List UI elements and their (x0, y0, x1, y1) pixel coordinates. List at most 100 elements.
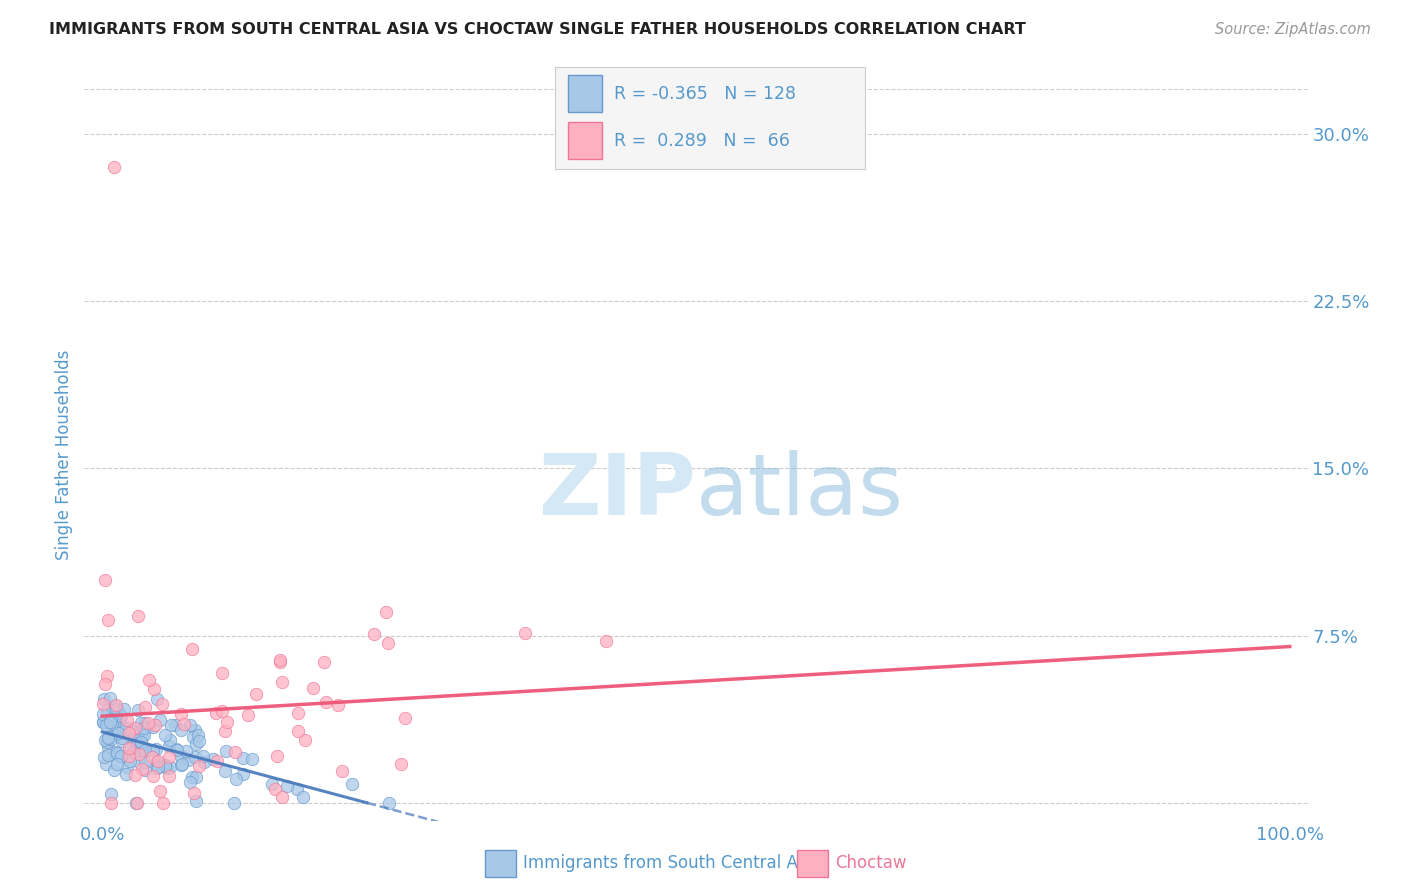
Point (100, 712, 122, 726)
Point (165, 742, 187, 756)
Point (93, 715, 115, 730)
Point (179, 718, 201, 732)
Point (134, 755, 156, 769)
Point (170, 706, 193, 721)
Point (105, 702, 128, 716)
Point (124, 768, 146, 782)
Point (159, 739, 181, 754)
Point (142, 769, 165, 783)
Point (125, 739, 148, 754)
Point (179, 775, 201, 789)
Point (169, 748, 191, 763)
Point (120, 730, 142, 744)
Point (315, 695, 337, 709)
Point (394, 711, 416, 725)
Point (181, 730, 204, 744)
Point (104, 711, 127, 725)
Point (211, 704, 233, 718)
Point (110, 748, 132, 763)
Point (145, 741, 167, 756)
Point (180, 770, 202, 784)
Point (326, 698, 349, 712)
Point (215, 744, 238, 758)
Point (193, 756, 215, 770)
Point (186, 737, 208, 751)
Point (125, 740, 148, 755)
Point (165, 717, 187, 731)
Point (103, 716, 125, 731)
Point (312, 655, 335, 669)
Point (515, 626, 537, 640)
Point (224, 745, 246, 759)
Point (132, 744, 155, 758)
Point (131, 762, 153, 776)
Point (150, 757, 173, 772)
Point (276, 779, 298, 793)
Point (232, 750, 254, 764)
Point (142, 743, 165, 757)
Point (94, 732, 117, 747)
Point (170, 723, 193, 738)
Point (131, 723, 153, 737)
Point (211, 666, 233, 681)
Point (103, 713, 125, 727)
Point (260, 777, 283, 791)
Point (378, 796, 401, 810)
Point (124, 733, 146, 747)
Point (121, 745, 143, 759)
Point (127, 702, 149, 716)
Point (128, 756, 150, 770)
Text: Source: ZipAtlas.com: Source: ZipAtlas.com (1215, 22, 1371, 37)
Point (104, 698, 127, 712)
Point (127, 608, 149, 623)
Point (188, 758, 211, 772)
Point (93, 707, 115, 722)
Point (188, 733, 211, 747)
Point (104, 728, 127, 742)
Point (118, 748, 141, 763)
Point (97, 731, 120, 746)
Point (93, 573, 115, 587)
Point (129, 739, 152, 753)
Point (117, 759, 139, 773)
Point (121, 723, 143, 737)
Point (93, 677, 115, 691)
Bar (568, 75, 602, 112)
Point (120, 754, 142, 768)
Text: R = -0.365   N = 128: R = -0.365 N = 128 (614, 85, 796, 103)
Point (146, 755, 169, 769)
Point (269, 655, 291, 669)
Point (245, 687, 267, 701)
Point (100, 716, 122, 731)
Point (97, 731, 120, 745)
Point (105, 746, 128, 760)
Point (118, 721, 141, 735)
Point (159, 759, 181, 773)
Point (205, 755, 228, 769)
Point (146, 692, 169, 706)
Point (110, 733, 132, 747)
Point (131, 744, 153, 758)
Point (107, 757, 129, 772)
Point (93, 715, 115, 730)
Point (111, 731, 134, 746)
Point (264, 781, 287, 796)
Text: atlas: atlas (696, 450, 904, 533)
Point (232, 767, 254, 781)
Point (214, 723, 236, 738)
Point (118, 740, 141, 755)
Point (159, 733, 181, 747)
Point (146, 754, 169, 768)
Point (107, 714, 129, 728)
Point (93, 714, 115, 729)
Point (330, 764, 353, 779)
Point (96, 757, 118, 772)
Point (224, 796, 246, 810)
Point (135, 720, 157, 734)
Point (134, 716, 156, 731)
Point (96, 702, 118, 716)
Point (134, 700, 156, 714)
Text: R =  0.289   N =  66: R = 0.289 N = 66 (614, 132, 790, 150)
Point (134, 728, 156, 742)
Point (97, 613, 120, 627)
